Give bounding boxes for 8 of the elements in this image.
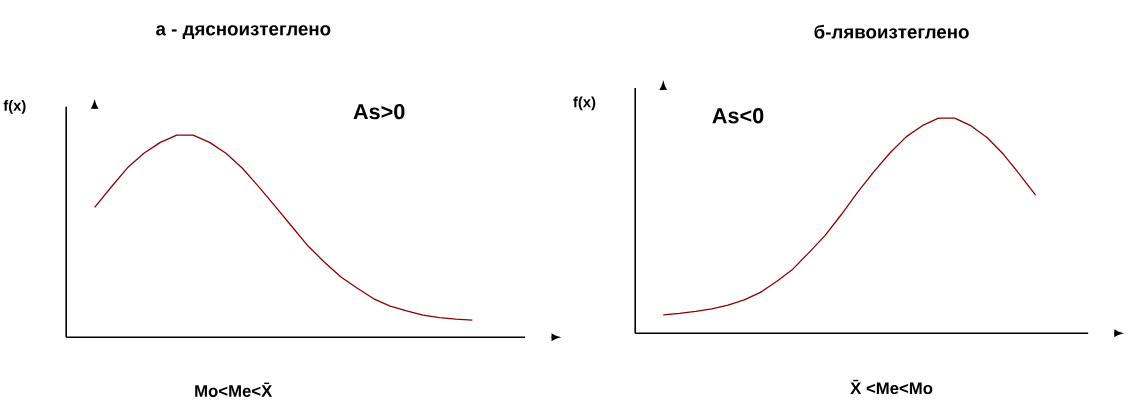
y-axis-title: f(x): [573, 96, 596, 111]
x-axis-title: Mo<Me<X̄: [195, 382, 273, 397]
y-axis-title: f(x): [3, 99, 26, 114]
text: As>0: [353, 103, 405, 120]
x-axis-title: X̄ <Me<Mo: [850, 379, 933, 394]
chart-title: а - дясноизтеглено: [156, 25, 331, 39]
annotation: As<0: [712, 107, 764, 124]
chart-title: б-лявоизтеглено: [814, 24, 969, 39]
